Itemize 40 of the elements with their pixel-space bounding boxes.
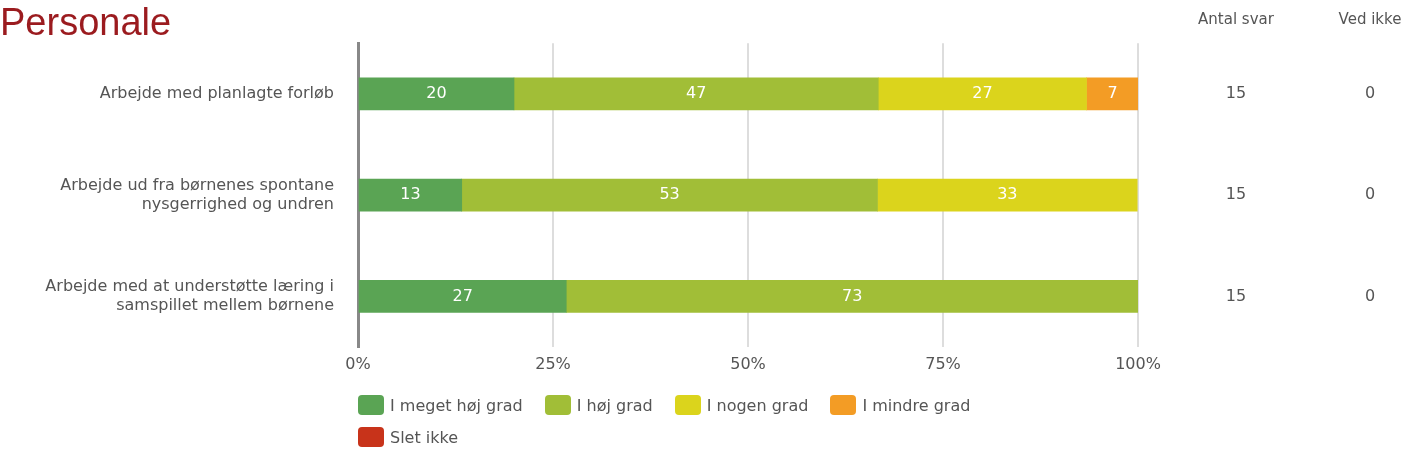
y-tick-label: Arbejde med at understøtte læring i samspillet mellem børnene — [45, 275, 334, 315]
bar — [1086, 77, 1138, 111]
x-tick-label: 100% — [1115, 353, 1161, 373]
text: Ved ikke — [1338, 9, 1402, 28]
data-label: 47 — [685, 82, 707, 102]
data-label: 53 — [659, 184, 680, 204]
bar — [877, 77, 1087, 111]
text: 0 — [1364, 285, 1376, 305]
text: Antal svar — [1198, 9, 1275, 28]
legend-label: I nogen grad — [706, 395, 809, 415]
text: 15 — [1225, 82, 1247, 102]
bar — [358, 280, 567, 313]
data-label: 20 — [426, 82, 447, 102]
data-label: 13 — [400, 184, 421, 204]
x-tick-label: 25% — [535, 353, 571, 373]
x-tick-label: 0% — [345, 353, 371, 373]
legend-label: I meget høj grad — [390, 395, 523, 415]
data-label: 73 — [841, 285, 863, 305]
bar — [358, 77, 515, 111]
y-tick-label: Arbejde med planlagte forløb — [99, 82, 334, 102]
bar — [565, 280, 1138, 313]
x-tick-label: 50% — [730, 353, 766, 373]
y-tick-label: Arbejde ud fra børnenes spontane nysgerrighed og undren — [60, 174, 334, 213]
text: 0 — [1364, 184, 1376, 204]
data-label: 7 — [1107, 82, 1118, 102]
data-label: 27 — [972, 82, 993, 102]
legend-label: Slet ikke — [390, 427, 459, 447]
data-label: 27 — [452, 285, 473, 305]
data-label: 33 — [997, 184, 1018, 204]
bar — [513, 77, 879, 111]
text: 0 — [1364, 82, 1376, 102]
bar — [461, 178, 878, 212]
legend-label: I mindre grad — [862, 395, 971, 415]
chart-title: Personale — [0, 1, 172, 43]
bar — [358, 178, 463, 212]
text: 15 — [1225, 285, 1247, 305]
text: 15 — [1225, 184, 1247, 204]
legend-label: I høj grad — [576, 395, 653, 415]
x-tick-label: 75% — [925, 353, 961, 373]
bar — [877, 178, 1138, 212]
